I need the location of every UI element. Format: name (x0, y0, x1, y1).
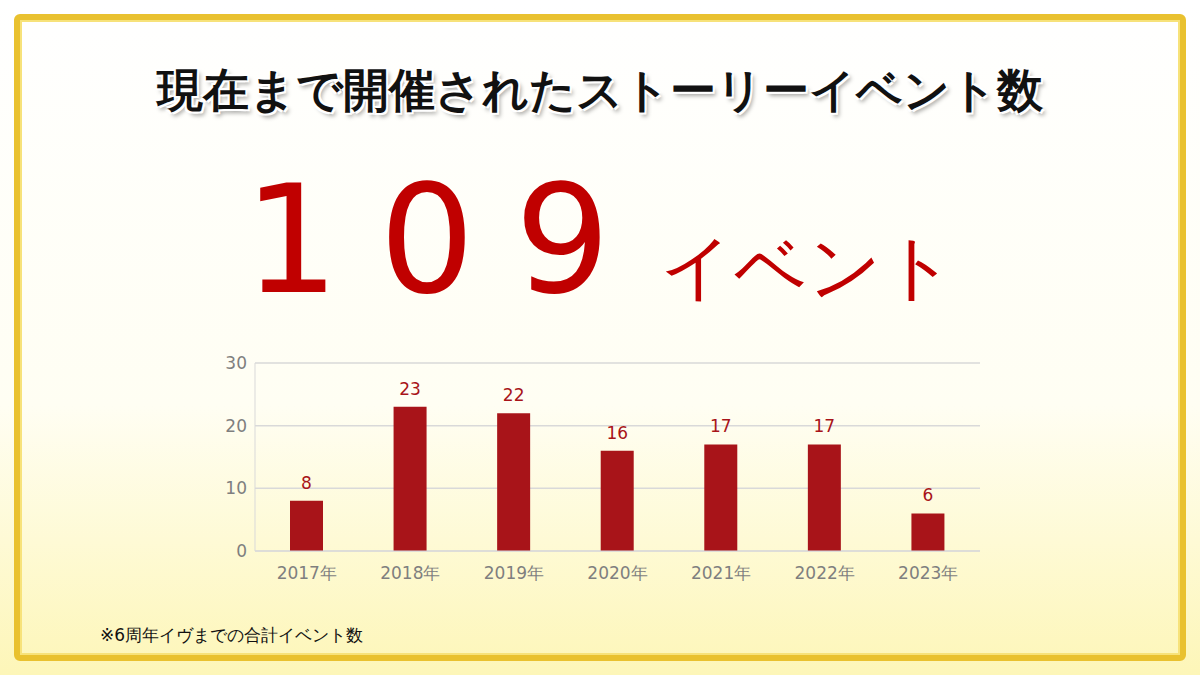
svg-text:10: 10 (225, 478, 247, 498)
svg-text:22: 22 (503, 385, 525, 405)
svg-text:17: 17 (710, 416, 732, 436)
svg-text:20: 20 (225, 416, 247, 436)
svg-text:2022年: 2022年 (795, 563, 855, 583)
svg-text:8: 8 (301, 473, 312, 493)
svg-text:2021年: 2021年 (691, 563, 751, 583)
svg-text:17: 17 (814, 416, 836, 436)
html-text:イベント: イベント (660, 225, 957, 309)
svg-text:2020年: 2020年 (587, 563, 647, 583)
svg-text:2017年: 2017年 (277, 563, 337, 583)
svg-text:2023年: 2023年 (898, 563, 958, 583)
svg-text:6: 6 (923, 485, 934, 505)
svg-text:23: 23 (399, 379, 421, 399)
html-text:現在まで開催されたストーリーイベント数: 現在まで開催されたストーリーイベント数 (157, 63, 1043, 117)
svg-text:30: 30 (225, 353, 247, 373)
svg-text:2019年: 2019年 (484, 563, 544, 583)
html-text:109: 109 (243, 153, 651, 327)
svg-text:0: 0 (236, 541, 247, 561)
svg-text:2018年: 2018年 (380, 563, 440, 583)
svg-text:16: 16 (606, 423, 628, 443)
html-text:※6周年イヴまでの合計イベント数: ※6周年イヴまでの合計イベント数 (100, 625, 364, 645)
